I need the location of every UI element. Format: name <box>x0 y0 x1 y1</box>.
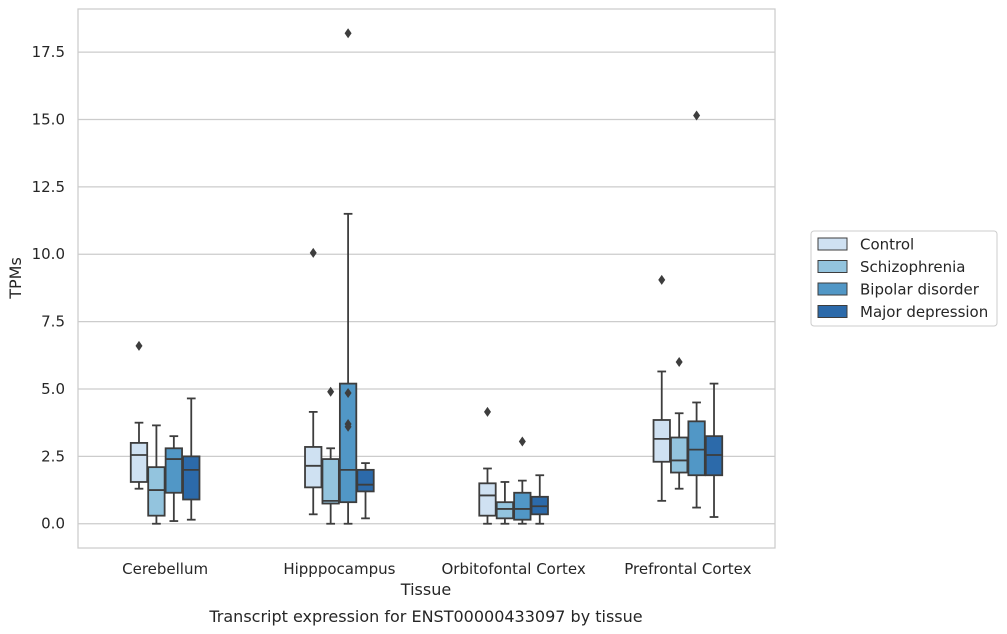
legend-swatch <box>817 260 848 273</box>
box-control <box>129 340 149 490</box>
box-control <box>478 406 497 525</box>
box-schizophrenia <box>321 386 340 525</box>
box-iqr <box>164 447 183 494</box>
box-major-depression <box>356 462 375 520</box>
outlier-point <box>518 436 526 447</box>
box-control <box>304 247 323 516</box>
outlier-point <box>135 340 143 351</box>
box-iqr <box>478 482 497 517</box>
box-iqr <box>670 436 689 474</box>
plot-area-frame <box>77 8 776 549</box>
box-iqr <box>338 382 358 504</box>
box-major-depression <box>704 382 724 518</box>
x-axis-label: Tissue <box>400 580 451 599</box>
box-iqr <box>304 446 323 489</box>
x-axis-ticks: Cerebellum Hipppocampus Orbitofontal Corte… <box>122 560 751 578</box>
box-schizophrenia <box>147 424 166 525</box>
x-tick-label: Hipppocampus <box>283 560 395 578</box>
legend-label: Schizophrenia <box>860 258 965 276</box>
legend-label: Bipolar disorder <box>860 281 980 299</box>
box-iqr <box>687 420 706 477</box>
y-tick-label: 0.0 <box>41 515 65 533</box>
boxes <box>129 28 724 525</box>
x-tick-label: Orbitofontal Cortex <box>442 560 586 578</box>
box-schizophrenia <box>670 357 689 490</box>
outlier-point <box>327 386 335 397</box>
box-iqr <box>513 491 532 521</box>
box-iqr <box>147 466 166 517</box>
legend-swatch <box>817 282 848 296</box>
box-iqr <box>495 501 515 520</box>
box-bipolar-disorder <box>687 110 706 509</box>
box-bipolar-disorder <box>164 435 183 522</box>
box-control <box>652 274 671 502</box>
outlier-point <box>344 388 352 399</box>
box-bipolar-disorder <box>513 436 532 525</box>
outlier-point <box>309 247 317 258</box>
y-tick-label: 7.5 <box>41 313 65 331</box>
box-iqr <box>182 455 201 501</box>
legend-label: Control <box>860 236 914 254</box>
y-tick-label: 5.0 <box>41 380 65 398</box>
outlier-point <box>344 421 352 432</box>
legend-swatch <box>817 305 848 318</box>
box-bipolar-disorder <box>338 28 358 525</box>
outlier-point <box>344 28 352 39</box>
chart-caption: Transcript expression for ENST0000043309… <box>208 607 642 626</box>
x-tick-label: Prefrontal Cortex <box>624 560 751 578</box>
box-iqr <box>356 468 375 493</box>
outlier-point <box>693 110 701 121</box>
outlier-point <box>658 274 666 285</box>
y-tick-label: 15.0 <box>32 110 65 128</box>
x-tick-label: Cerebellum <box>122 560 208 578</box>
y-tick-label: 17.5 <box>32 43 65 61</box>
y-axis-ticks: 0.0 2.5 5.0 7.5 10.0 12.5 15.0 17.5 <box>32 43 65 533</box>
legend-frame <box>810 230 998 327</box>
box-iqr <box>321 458 340 505</box>
legend-swatch <box>817 237 848 251</box>
legend-label: Major depression <box>860 303 988 321</box>
box-iqr <box>129 441 149 483</box>
box-iqr <box>652 419 671 463</box>
box-major-depression <box>182 397 201 521</box>
legend: Control Schizophrenia Bipolar disorder Majo… <box>810 230 998 327</box>
outlier-point <box>675 357 683 368</box>
y-tick-label: 2.5 <box>41 447 65 465</box>
y-tick-label: 10.0 <box>32 245 65 263</box>
box-major-depression <box>530 474 549 525</box>
y-axis-label: TPMs <box>6 257 25 300</box>
box-schizophrenia <box>495 481 515 525</box>
y-tick-label: 12.5 <box>32 178 65 196</box>
outlier-point <box>483 406 491 417</box>
